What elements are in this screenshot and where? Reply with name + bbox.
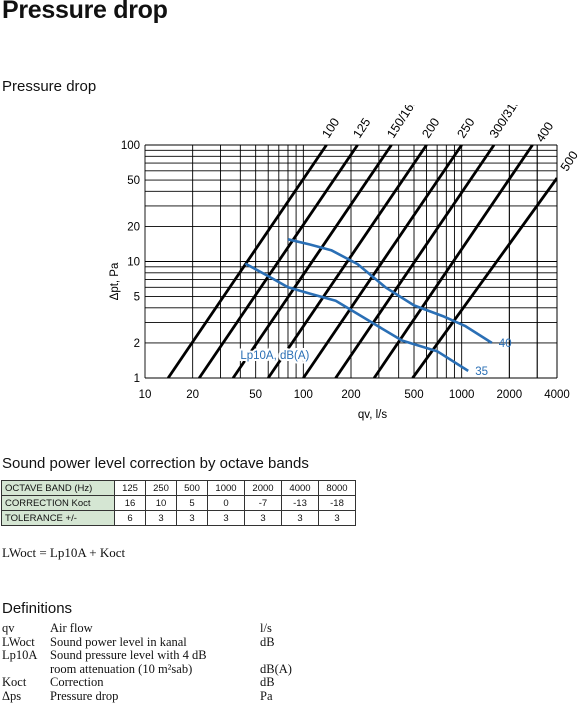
- sound-level-curve: [287, 238, 493, 344]
- def-unit: [260, 649, 320, 663]
- duct-series-label: 125: [350, 115, 373, 140]
- def-symbol: qv: [2, 621, 15, 635]
- table-cell: 6: [114, 510, 146, 526]
- sound-curve-label: 35: [475, 366, 488, 378]
- y-tick-label: 1: [134, 373, 140, 385]
- chart-heading: Pressure drop: [2, 78, 97, 95]
- duct-series-label: 100: [319, 115, 342, 140]
- duct-series-label: 300/315: [487, 105, 523, 141]
- list-item: LWoct Sound power level in kanal dB: [2, 634, 320, 650]
- def-description: Sound power level in kanal: [50, 634, 187, 649]
- sound-curves-label: Lp10A, dB(A): [240, 350, 309, 362]
- def-description: Correction: [50, 675, 104, 689]
- table-cell: 10: [145, 495, 177, 511]
- table-cell: 4000: [281, 480, 319, 496]
- duct-series-label: 150/160: [384, 105, 420, 141]
- def-description: Sound pressure level with 4 dB: [50, 648, 207, 662]
- list-item: room attenuation (10 m²sab) dB(A): [2, 661, 320, 677]
- list-item: Koct Correction dB: [2, 675, 320, 690]
- duct-series-line: [411, 177, 557, 378]
- table-cell: 250: [145, 480, 177, 496]
- x-tick-label: 500: [404, 389, 423, 401]
- sound-correction-heading: Sound power level correction by octave b…: [2, 455, 309, 472]
- table-row: CORRECTION Koct 16 10 5 0 -7 -13 -18: [1, 495, 356, 511]
- x-tick-label: 4000: [544, 389, 570, 401]
- duct-series-label: 250: [454, 115, 477, 140]
- def-description: Air flow: [50, 621, 93, 635]
- x-tick-label: 100: [294, 389, 313, 401]
- sound-power-formula: LWoct = Lp10A + Koct: [2, 545, 126, 560]
- table-cell: 3: [281, 510, 319, 526]
- list-item: Lp10A Sound pressure level with 4 dB: [2, 648, 320, 663]
- def-symbol: [2, 663, 50, 677]
- octave-correction-table: OCTAVE BAND (Hz) 125 250 500 1000 2000 4…: [1, 480, 356, 526]
- sound-curve-label: 40: [499, 338, 512, 350]
- x-tick-label: 200: [341, 389, 360, 401]
- duct-series-label: 200: [419, 115, 442, 140]
- def-symbol: LWoct: [2, 634, 35, 649]
- table-cell: -7: [244, 495, 282, 511]
- table-cell: 125: [114, 480, 146, 496]
- y-tick-label: 10: [127, 257, 140, 269]
- table-cell: 1000: [207, 480, 245, 496]
- y-axis-label: Δpt, Pa: [109, 262, 121, 300]
- x-tick-label: 20: [186, 389, 199, 401]
- table-cell: 2000: [244, 480, 282, 496]
- definitions-heading: Definitions: [2, 600, 73, 617]
- page-title: Pressure drop: [2, 0, 168, 24]
- table-row: TOLERANCE +/- 6 3 3 3 3 3 3: [1, 510, 356, 526]
- table-cell: -18: [318, 495, 356, 511]
- duct-series-line: [166, 145, 328, 378]
- def-symbol: Koct: [2, 675, 27, 689]
- y-tick-label: 50: [127, 175, 140, 187]
- x-tick-label: 50: [249, 389, 262, 401]
- def-symbol: Lp10A: [2, 648, 38, 662]
- duct-series-label: 500: [558, 149, 580, 174]
- x-tick-label: 1000: [449, 389, 475, 401]
- y-tick-label: 2: [134, 338, 140, 350]
- definitions-list: qv Air flow l/s LWoct Sound power level …: [2, 621, 320, 704]
- def-unit: dB: [260, 675, 275, 689]
- def-unit: dB: [260, 634, 275, 649]
- def-description: room attenuation (10 m²sab): [50, 661, 193, 676]
- table-cell: 3: [145, 510, 177, 526]
- table-cell: 0: [207, 495, 245, 511]
- list-item: qv Air flow l/s: [2, 621, 320, 636]
- duct-series-line: [198, 145, 359, 378]
- def-description: Pressure drop: [50, 688, 119, 703]
- table-cell: 3: [207, 510, 245, 526]
- def-unit: Pa: [260, 688, 273, 703]
- def-unit: dB(A): [260, 661, 292, 676]
- tolerance-label: TOLERANCE +/-: [1, 510, 115, 526]
- table-cell: 3: [318, 510, 356, 526]
- duct-series-line: [334, 145, 496, 378]
- def-unit: l/s: [260, 621, 272, 635]
- x-tick-label: 10: [139, 389, 152, 401]
- y-tick-label: 20: [127, 221, 140, 233]
- duct-series-line: [302, 145, 463, 378]
- table-row: OCTAVE BAND (Hz) 125 250 500 1000 2000 4…: [1, 480, 356, 496]
- list-item: Δps Pressure drop Pa: [2, 688, 320, 704]
- table-cell: 8000: [318, 480, 356, 496]
- def-symbol: Δps: [2, 688, 22, 703]
- table-cell: 3: [244, 510, 282, 526]
- pressure-drop-chart: 10 20 50 100 200 500 1000 2000 4000125102050100q…: [109, 105, 580, 421]
- sound-level-curve: [244, 262, 469, 372]
- y-tick-label: 5: [134, 292, 140, 304]
- octave-band-label: OCTAVE BAND (Hz): [1, 480, 115, 496]
- duct-series-label: 400: [533, 119, 556, 144]
- table-cell: -13: [281, 495, 319, 511]
- x-tick-label: 2000: [497, 389, 523, 401]
- table-cell: 500: [176, 480, 208, 496]
- table-cell: 5: [176, 495, 208, 511]
- table-cell: 3: [176, 510, 208, 526]
- duct-series-line: [267, 145, 428, 378]
- table-cell: 16: [114, 495, 146, 511]
- y-tick-label: 100: [121, 140, 140, 152]
- correction-label: CORRECTION Koct: [1, 495, 115, 511]
- duct-series-line: [231, 145, 393, 378]
- x-axis-label: qv, l/s: [358, 409, 387, 421]
